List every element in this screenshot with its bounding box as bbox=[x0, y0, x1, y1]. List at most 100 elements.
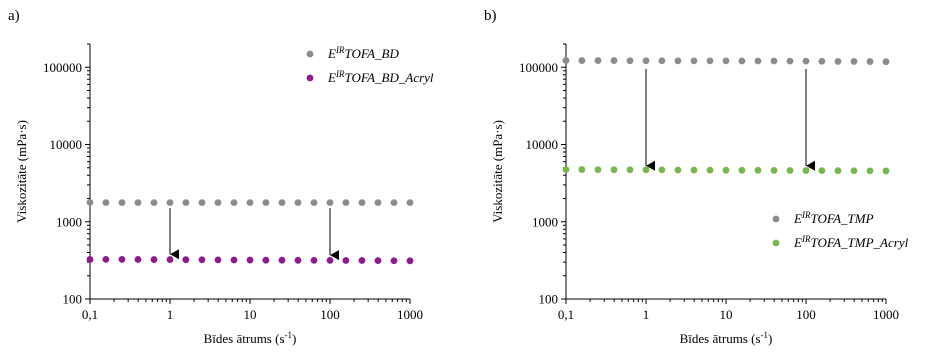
legend-marker bbox=[772, 239, 780, 247]
data-point bbox=[610, 57, 618, 64]
legend-label-base: E bbox=[327, 46, 336, 61]
legend-label-name: TOFA_TMP bbox=[810, 211, 873, 226]
legend-label-base: E bbox=[327, 70, 336, 85]
x-tick-label: 0,1 bbox=[558, 307, 574, 322]
legend-label-sup: IR bbox=[801, 234, 811, 244]
data-point bbox=[866, 167, 874, 175]
data-point bbox=[118, 199, 126, 206]
data-point bbox=[722, 57, 730, 65]
data-point bbox=[658, 166, 666, 174]
data-point bbox=[610, 166, 618, 174]
y-tick-label: 100000 bbox=[519, 60, 558, 75]
data-point bbox=[390, 199, 398, 206]
data-point bbox=[310, 199, 318, 206]
data-point bbox=[326, 256, 334, 264]
panel-label: b) bbox=[484, 8, 497, 24]
y-tick-label: 100 bbox=[63, 292, 83, 307]
series-TOFA_TMP_Acryl bbox=[562, 166, 890, 175]
x-axis-title-sup: -1 bbox=[285, 330, 293, 340]
x-tick-label: 10 bbox=[720, 307, 733, 322]
data-point bbox=[214, 256, 222, 264]
panel-label: a) bbox=[8, 8, 20, 24]
data-point bbox=[818, 57, 826, 65]
data-point bbox=[198, 256, 206, 264]
x-tick-label: 1 bbox=[167, 307, 174, 322]
legend-label-base: E bbox=[793, 211, 802, 226]
data-point bbox=[578, 57, 586, 64]
data-point bbox=[802, 57, 810, 65]
data-point bbox=[674, 166, 682, 174]
data-point bbox=[374, 257, 382, 265]
data-point bbox=[118, 255, 126, 263]
data-point bbox=[818, 167, 826, 175]
data-point bbox=[674, 57, 682, 65]
x-tick-label: 1000 bbox=[873, 307, 899, 322]
x-axis-title: Bīdes ātrums (s-1) bbox=[680, 330, 773, 346]
data-point bbox=[358, 199, 366, 206]
data-point bbox=[150, 256, 158, 263]
legend-marker bbox=[772, 215, 780, 223]
x-tick-label: 1 bbox=[643, 307, 650, 322]
data-point bbox=[850, 167, 858, 175]
data-point bbox=[786, 57, 794, 65]
legend-label-base: E bbox=[793, 235, 802, 250]
data-point bbox=[626, 166, 634, 174]
data-point bbox=[626, 57, 634, 65]
y-tick-label: 10000 bbox=[526, 137, 559, 152]
data-point bbox=[594, 57, 602, 64]
data-point bbox=[262, 199, 270, 206]
legend-label-name: TOFA_BD_Acryl bbox=[344, 70, 433, 85]
chart-panel-a: a) 0,1 1 10 100 1000 100 1000 10000 100000 Bīdes ā… bbox=[8, 8, 434, 346]
data-point bbox=[690, 166, 698, 174]
series-TOFA_TMP bbox=[562, 57, 890, 66]
data-point bbox=[326, 199, 334, 206]
data-point bbox=[342, 257, 350, 264]
x-tick-label: 1000 bbox=[397, 307, 423, 322]
y-axis-title: Viskozitāte (mPa·s) bbox=[14, 120, 29, 223]
data-point bbox=[866, 58, 874, 65]
data-point bbox=[802, 167, 810, 174]
y-tick-label: 100000 bbox=[43, 60, 82, 75]
data-point bbox=[882, 58, 890, 66]
data-point bbox=[214, 199, 222, 206]
data-point bbox=[86, 256, 94, 263]
legend-marker bbox=[306, 50, 314, 58]
data-point bbox=[166, 199, 174, 206]
data-point bbox=[722, 166, 730, 174]
data-point bbox=[850, 58, 858, 65]
x-tick-label: 100 bbox=[320, 307, 340, 322]
y-axis-title: Viskozitāte (mPa·s) bbox=[490, 120, 505, 223]
data-point bbox=[738, 57, 746, 65]
x-tick-label: 0,1 bbox=[82, 307, 98, 322]
x-axis-title-main: Bīdes ātrums (s bbox=[204, 331, 285, 346]
x-axis-title-sup: -1 bbox=[761, 330, 769, 340]
data-point bbox=[374, 199, 382, 206]
data-point bbox=[562, 166, 570, 173]
data-point bbox=[770, 57, 778, 65]
data-point bbox=[294, 199, 302, 206]
data-point bbox=[86, 199, 94, 206]
data-point bbox=[150, 199, 158, 206]
data-point bbox=[246, 199, 254, 206]
x-tick-label: 100 bbox=[796, 307, 816, 322]
data-point bbox=[578, 166, 586, 173]
data-point bbox=[738, 166, 746, 174]
data-point bbox=[262, 256, 270, 264]
legend-label: EIRTOFA_TMP_Acryl bbox=[793, 234, 909, 250]
legend-label: EIRTOFA_BD bbox=[327, 45, 399, 61]
data-point bbox=[182, 256, 190, 264]
data-point bbox=[706, 57, 714, 65]
series-TOFA_BD bbox=[86, 199, 414, 206]
data-point bbox=[134, 256, 142, 263]
data-point bbox=[102, 199, 110, 206]
data-point bbox=[690, 57, 698, 65]
data-point bbox=[102, 255, 110, 263]
x-axis-title-end: ) bbox=[292, 331, 296, 346]
legend-label: EIRTOFA_BD_Acryl bbox=[327, 69, 434, 85]
data-point bbox=[706, 166, 714, 174]
data-point bbox=[198, 199, 206, 206]
x-axis-title: Bīdes ātrums (s-1) bbox=[204, 330, 297, 346]
y-tick-label: 1000 bbox=[56, 214, 82, 229]
legend-label-sup: IR bbox=[335, 69, 345, 79]
data-point bbox=[834, 58, 842, 65]
